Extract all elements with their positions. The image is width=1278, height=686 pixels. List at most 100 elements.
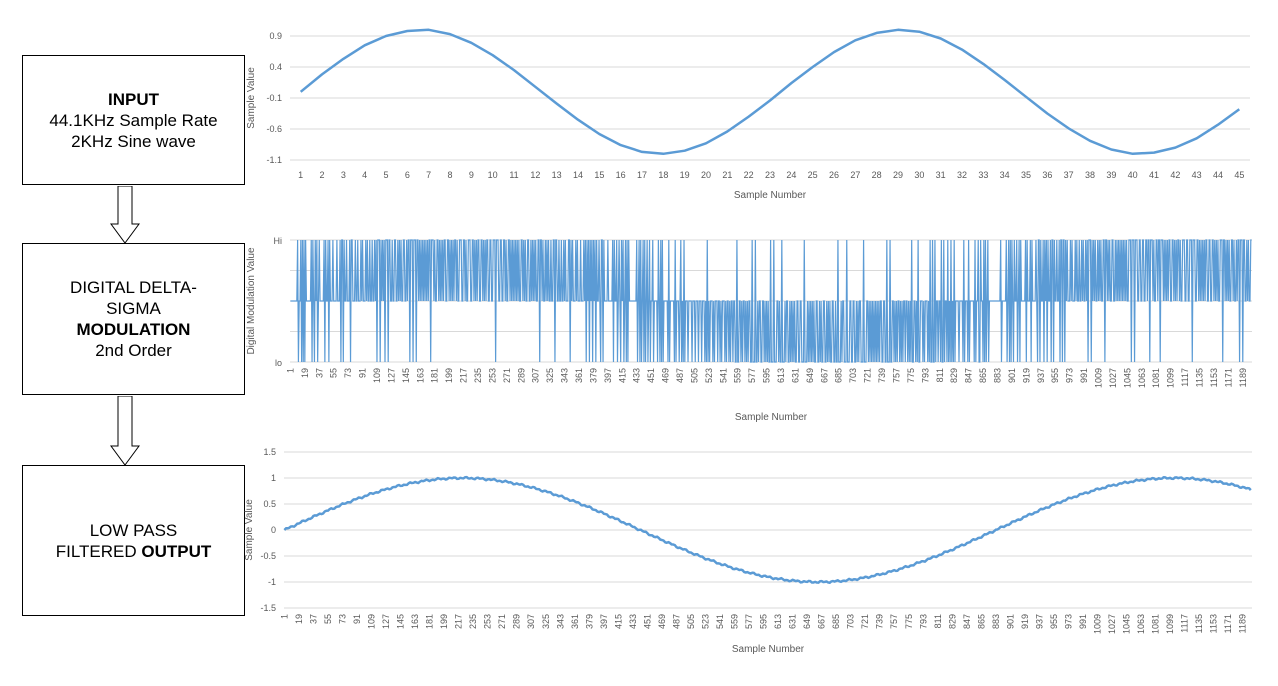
x-tick-label: 703 <box>848 368 858 383</box>
x-tick-label: 11 <box>509 170 518 180</box>
y-tick-label: 0.4 <box>269 62 282 72</box>
x-tick-label: 21 <box>722 170 732 180</box>
x-tick-label: 757 <box>889 614 899 629</box>
x-tick-label: 55 <box>323 614 333 624</box>
x-tick-label: 847 <box>964 368 974 383</box>
x-tick-label: 649 <box>802 614 812 629</box>
x-tick-label: 451 <box>646 368 656 383</box>
x-tick-label: 145 <box>396 614 406 629</box>
x-tick-label: 22 <box>744 170 754 180</box>
x-tick-label: 1081 <box>1151 368 1161 388</box>
x-tick-label: 253 <box>483 614 493 629</box>
x-tick-label: 451 <box>642 614 652 629</box>
x-tick-label: 811 <box>935 368 945 382</box>
x-tick-label: 181 <box>430 368 440 383</box>
x-tick-label: 523 <box>704 368 714 383</box>
x-tick-label: 595 <box>762 368 772 383</box>
x-tick-label: 415 <box>617 368 627 383</box>
x-tick-label: 919 <box>1021 368 1031 383</box>
x-tick-label: 793 <box>920 368 930 383</box>
y-tick-label: 0.9 <box>269 31 282 41</box>
x-tick-label: 397 <box>603 368 613 383</box>
x-tick-label: 703 <box>846 614 856 629</box>
x-tick-label: 829 <box>947 614 957 629</box>
x-tick-label: 937 <box>1036 368 1046 383</box>
x-tick-label: 991 <box>1078 614 1088 629</box>
y-tick-label: 0 <box>271 525 276 535</box>
x-tick-label: 1081 <box>1151 614 1161 634</box>
x-tick-label: 127 <box>381 614 391 629</box>
x-tick-label: 991 <box>1079 368 1089 383</box>
lowpass-box-line1: LOW PASS <box>90 520 178 541</box>
x-tick-label: 73 <box>343 368 353 378</box>
x-tick-label: 37 <box>1064 170 1074 180</box>
x-tick-label: 38 <box>1085 170 1095 180</box>
x-tick-label: 91 <box>358 368 368 378</box>
lowpass-box-line2: FILTERED OUTPUT <box>56 541 212 562</box>
x-tick-label: 30 <box>914 170 924 180</box>
x-tick-label: 1063 <box>1136 614 1146 634</box>
x-tick-label: 28 <box>872 170 882 180</box>
y-tick-label: 1.5 <box>263 447 276 457</box>
x-tick-label: 361 <box>574 368 584 383</box>
x-tick-label: 235 <box>473 368 483 383</box>
x-tick-label: 901 <box>1005 614 1015 629</box>
x-tick-label: 1045 <box>1122 368 1132 388</box>
x-tick-label: 649 <box>805 368 815 383</box>
x-tick-label: 667 <box>817 614 827 629</box>
x-tick-label: 13 <box>552 170 562 180</box>
x-tick-label: 37 <box>314 368 324 378</box>
x-tick-label: 39 <box>1106 170 1116 180</box>
x-tick-label: 5 <box>383 170 388 180</box>
x-tick-label: 199 <box>439 614 449 629</box>
modulation-box-line1: DIGITAL DELTA- <box>70 277 197 298</box>
x-tick-label: 883 <box>991 614 1001 629</box>
x-tick-label: 32 <box>957 170 967 180</box>
x-tick-label: 559 <box>733 368 743 383</box>
x-tick-label: 19 <box>294 614 304 624</box>
x-tick-label: 1117 <box>1180 614 1190 633</box>
x-tick-label: 613 <box>773 614 783 629</box>
x-tick-label: 865 <box>978 368 988 383</box>
x-tick-label: 199 <box>444 368 454 383</box>
y-tick-label: -1.1 <box>266 155 282 165</box>
x-tick-label: 739 <box>875 614 885 629</box>
output-chart: 1.510.50-0.5-1-1.51 19 37 55 73 91 109 127 145 16… <box>240 440 1270 665</box>
x-tick-label: 17 <box>637 170 647 180</box>
y-axis-title: Digital Modulation Value <box>246 247 257 355</box>
x-tick-label: 973 <box>1065 368 1075 383</box>
x-tick-label: 487 <box>671 614 681 629</box>
x-tick-label: 44 <box>1213 170 1223 180</box>
x-tick-label: 26 <box>829 170 839 180</box>
x-tick-label: 523 <box>700 614 710 629</box>
x-tick-label: 1171 <box>1223 368 1233 387</box>
modulation-box: DIGITAL DELTA- SIGMA MODULATION 2nd Orde… <box>22 243 245 395</box>
x-tick-label: 6 <box>405 170 410 180</box>
x-tick-label: 1063 <box>1137 368 1147 388</box>
x-tick-label: 45 <box>1234 170 1244 180</box>
x-tick-label: 343 <box>560 368 570 383</box>
x-tick-label: 1 <box>285 368 295 373</box>
x-tick-label: 469 <box>661 368 671 383</box>
x-tick-label: 775 <box>904 614 914 629</box>
y-tick-label: -0.5 <box>260 551 276 561</box>
x-tick-label: 793 <box>918 614 928 629</box>
modulation-box-title: MODULATION <box>77 319 191 340</box>
down-arrow-icon <box>110 396 140 466</box>
x-tick-label: 109 <box>372 368 382 383</box>
input-box-sample-rate: 44.1KHz Sample Rate <box>49 110 217 131</box>
x-tick-label: 667 <box>819 368 829 383</box>
x-tick-label: 739 <box>877 368 887 383</box>
x-tick-label: 361 <box>570 614 580 629</box>
x-tick-label: 145 <box>401 368 411 383</box>
y-tick-label: lo <box>275 358 282 368</box>
x-tick-label: 1153 <box>1209 614 1219 633</box>
x-tick-label: 505 <box>686 614 696 629</box>
x-tick-label: 1189 <box>1238 368 1248 387</box>
x-tick-label: 73 <box>337 614 347 624</box>
x-tick-label: 307 <box>526 614 536 629</box>
x-axis-title: Sample Number <box>732 644 805 655</box>
x-tick-label: 721 <box>860 614 870 629</box>
x-tick-label: 40 <box>1128 170 1138 180</box>
x-tick-label: 631 <box>790 368 800 383</box>
